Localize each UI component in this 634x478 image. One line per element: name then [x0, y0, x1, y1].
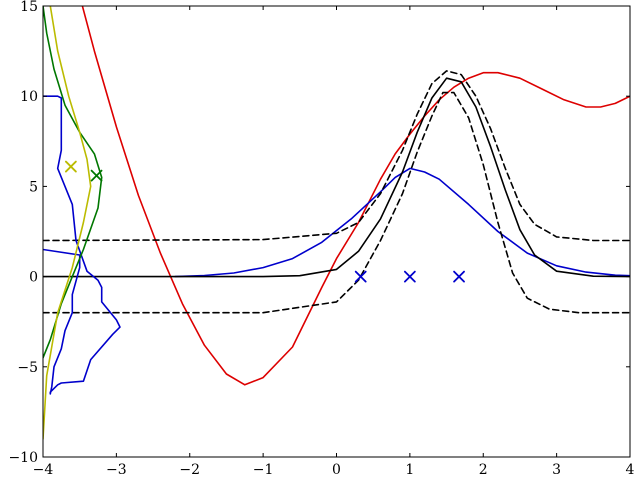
y-tick-label: 0 — [29, 270, 38, 286]
x-tick-label: −1 — [253, 462, 274, 478]
cross-marker-4 — [453, 270, 465, 283]
cross-marker-1 — [90, 169, 103, 182]
y-tick-label: 5 — [29, 179, 38, 195]
x-tick-label: −2 — [179, 462, 200, 478]
y-tick-label: 10 — [20, 89, 38, 105]
series-line-7 — [43, 6, 92, 440]
series-line-5 — [43, 95, 121, 395]
marker-layer — [64, 160, 465, 283]
x-tick-label: −4 — [33, 462, 54, 478]
x-tick-label: 0 — [332, 462, 341, 478]
y-tick-label: −5 — [17, 360, 38, 376]
series-line-0 — [81, 6, 630, 386]
x-tick-label: 2 — [479, 462, 488, 478]
series-line-1 — [174, 167, 630, 278]
series-line-4 — [43, 91, 630, 314]
x-tick-label: 1 — [405, 462, 414, 478]
x-tick-label: 4 — [626, 462, 634, 478]
cross-marker-2 — [354, 270, 367, 283]
y-tick-label: 15 — [20, 0, 38, 15]
x-tick-label: 3 — [552, 462, 561, 478]
series-line-2 — [43, 77, 630, 278]
y-tick-label: −10 — [8, 450, 38, 466]
cross-marker-3 — [403, 270, 416, 283]
series-layer — [43, 6, 630, 440]
x-tick-label: −3 — [106, 462, 127, 478]
cross-marker-0 — [64, 160, 77, 173]
series-line-3 — [43, 70, 630, 242]
